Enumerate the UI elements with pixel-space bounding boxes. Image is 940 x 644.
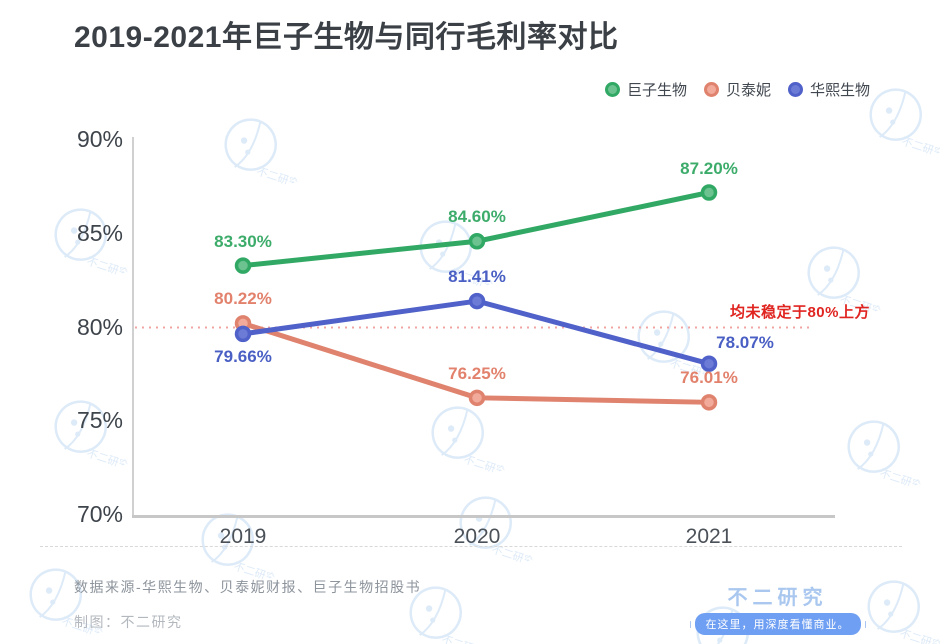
brand-watermark-icon: 不二研究 [797,237,884,326]
reference-annotation: 均未稳定于80%上方 [729,304,870,321]
legend-dot-icon [703,82,719,97]
legend-item-巨子生物: 巨子生物 [604,79,687,100]
data-point-贝泰妮-2020 [468,389,486,407]
brand-watermark-icon: 不二研究 [857,571,940,644]
brand-watermark-icon: 不二研究 [421,397,508,486]
data-point-华熙生物-2019 [234,325,252,343]
data-source-note: 数据来源-华熙生物、贝泰妮财报、巨子生物招股书 [74,579,422,595]
chart-legend: 巨子生物 贝泰妮 华熙生物 [604,79,870,100]
legend-dot-icon [787,82,803,97]
credit-note: 制图：不二研究 [74,614,183,630]
data-point-贝泰妮-2021 [700,394,718,411]
brand-watermark-icon: 不二研究 [19,559,106,644]
series-line-华熙生物 [240,298,712,367]
data-point-华熙生物-2021 [700,355,718,372]
brand-name: 不二研究 [727,587,828,609]
legend-label: 巨子生物 [626,82,687,99]
data-point-巨子生物-2021 [700,184,718,201]
legend-item-贝泰妮: 贝泰妮 [703,79,771,100]
brand-watermark-icon: 不二研究 [859,79,940,168]
badge-wing-icon [690,620,691,628]
data-point-华熙生物-2020 [468,292,486,310]
brand-tagline-badge: 在这里，用深度看懂商业。 [694,613,861,635]
legend-label: 贝泰妮 [725,82,771,99]
brand-block: 不二研究 在这里，用深度看懂商业。 [690,581,865,635]
brand-watermark-icon: 不二研究 [409,211,496,300]
brand-watermark-icon: 不二研究 [44,391,131,480]
chart-title: 2019-2021年巨子生物与同行毛利率对比 [74,21,619,54]
data-point-巨子生物-2020 [468,233,486,250]
legend-dot-icon [604,82,620,97]
brand-watermark-icon: 不二研究 [191,504,278,593]
brand-watermark-icon: 不二研究 [44,199,131,288]
legend-item-华熙生物: 华熙生物 [787,79,870,100]
footer-divider [40,546,902,547]
legend-label: 华熙生物 [809,82,870,99]
badge-wing-icon [864,620,865,628]
brand-watermark-icon: 不二研究 [214,109,301,198]
data-point-巨子生物-2019 [234,257,252,274]
brand-watermark-icon: 不二研究 [837,411,924,500]
brand-badge-row: 在这里，用深度看懂商业。 [690,613,865,635]
series-line-巨子生物 [240,190,712,269]
brand-watermark-icon: 不二研究 [399,577,486,644]
